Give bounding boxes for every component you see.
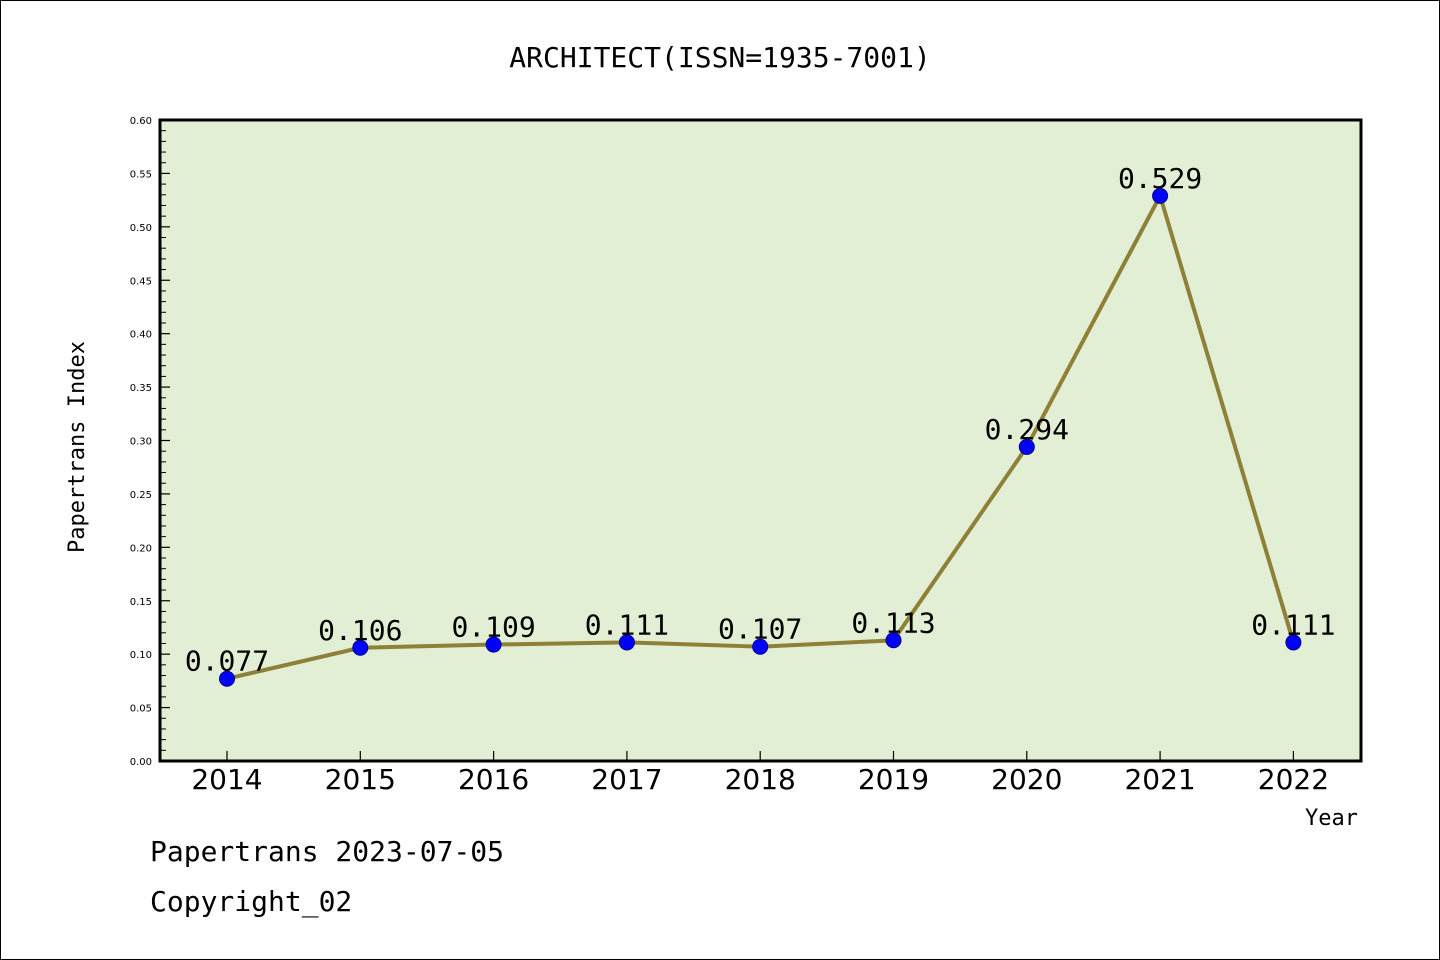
x-tick-label: 2017 (591, 763, 662, 796)
y-tick-label: 0.15 (130, 597, 152, 608)
x-tick-label: 2022 (1258, 763, 1329, 796)
y-tick-label: 0.45 (130, 276, 152, 287)
data-label: 0.109 (451, 611, 535, 644)
data-labels: 0.077 0.106 0.109 0.111 0.107 0.113 0.294 0.529… (185, 162, 1336, 678)
y-axis: 0.00 0.05 0.10 0.15 0.20 0.25 0.30 0.35 0.40 0.45… (130, 116, 170, 768)
data-label: 0.107 (718, 613, 802, 646)
y-tick-label: 0.55 (130, 169, 152, 180)
y-tick-label: 0.00 (130, 757, 152, 768)
footer-copyright: Copyright_02 (150, 885, 353, 918)
chart-title: ARCHITECT(ISSN=1935-7001) (509, 41, 930, 74)
x-tick-label: 2021 (1124, 763, 1195, 796)
y-tick-label: 0.50 (130, 223, 152, 234)
y-tick-label: 0.40 (130, 330, 152, 341)
y-tick-label: 0.25 (130, 490, 152, 501)
data-point (485, 636, 502, 653)
y-tick-label: 0.60 (130, 116, 152, 127)
x-tick-label: 2018 (725, 763, 796, 796)
data-point (752, 638, 769, 655)
y-tick-label: 0.35 (130, 383, 152, 394)
data-label: 0.111 (1251, 608, 1335, 641)
y-tick-label: 0.20 (130, 543, 152, 554)
x-tick-label: 2016 (458, 763, 529, 796)
x-axis: 2014 2015 2016 2017 2018 2019 2020 2021 2022 (191, 751, 1329, 796)
data-label: 0.113 (851, 606, 935, 639)
data-label: 0.294 (985, 413, 1069, 446)
data-label: 0.529 (1118, 162, 1202, 195)
y-tick-label: 0.10 (130, 650, 152, 661)
plot-area (158, 118, 1363, 763)
data-point (618, 634, 635, 651)
data-label: 0.077 (185, 645, 269, 678)
data-point (1152, 187, 1169, 204)
data-point (219, 670, 235, 687)
footer-date: Papertrans 2023-07-05 (150, 835, 505, 868)
x-tick-label: 2019 (858, 763, 929, 796)
data-label: 0.106 (318, 614, 402, 647)
data-label: 0.111 (585, 608, 669, 641)
data-points (219, 187, 1302, 687)
data-point (352, 639, 369, 656)
x-tick-label: 2020 (991, 763, 1062, 796)
data-point (1018, 438, 1035, 455)
data-point (1285, 634, 1302, 651)
y-tick-label: 0.05 (130, 704, 152, 715)
x-axis-label: Year (1305, 806, 1358, 831)
y-axis-label: Papertrans Index (65, 341, 90, 553)
data-point (885, 632, 902, 649)
y-tick-label: 0.30 (130, 437, 152, 448)
x-tick-label: 2014 (191, 763, 262, 796)
x-tick-label: 2015 (325, 763, 396, 796)
